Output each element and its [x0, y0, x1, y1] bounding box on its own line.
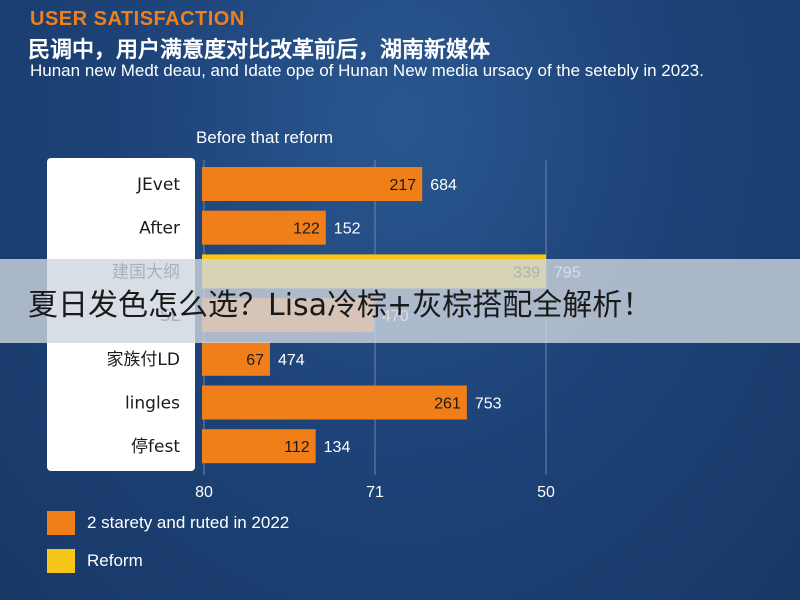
category-label: lingles — [125, 394, 180, 414]
headline: 民调中，用户满意度对比改革前后，湖南新媒体 — [28, 38, 491, 63]
legend: 2 starety and ruted in 2022 Reform — [47, 510, 289, 586]
bar-value-label: 261 — [434, 396, 461, 413]
category-label: 停fest — [131, 437, 180, 457]
chart-title: Before that reform — [196, 128, 334, 147]
bar-total-label: 753 — [475, 396, 502, 413]
category-label: 家族付LD — [106, 350, 180, 370]
bar-value-label: 217 — [389, 177, 416, 194]
bar-total-label: 152 — [334, 221, 361, 238]
bar-total-label: 134 — [324, 439, 351, 456]
bar — [202, 341, 270, 376]
legend-item: Reform — [47, 548, 289, 574]
promo-banner[interactable]: 夏日发色怎么选？Lisa冷棕+灰棕搭配全解析！ — [0, 259, 800, 343]
eyebrow-title: USER SATISFACTION — [30, 8, 245, 30]
subtitle: Hunan new Medt deau, and Idate ope of Hu… — [30, 61, 704, 80]
banner-text: 夏日发色怎么选？Lisa冷棕+灰棕搭配全解析！ — [28, 288, 653, 323]
bar — [202, 385, 467, 420]
category-label: JEvet — [136, 175, 180, 195]
legend-swatch — [47, 549, 75, 573]
bar-value-label: 112 — [284, 439, 310, 456]
legend-item: 2 starety and ruted in 2022 — [47, 510, 289, 536]
legend-swatch — [47, 511, 75, 535]
category-labels: JEvetAfter建国大纲SL家族付LDlingles停fest — [106, 175, 180, 457]
x-axis-ticks: 80 71 50 — [195, 484, 555, 501]
x-tick-label: 50 — [537, 484, 555, 501]
bar-value-label: 67 — [246, 352, 264, 369]
legend-label: Reform — [87, 551, 143, 570]
category-label: After — [139, 219, 180, 239]
x-tick-label: 71 — [366, 484, 384, 501]
legend-label: 2 starety and ruted in 2022 — [87, 513, 290, 532]
bar-total-label: 474 — [278, 352, 305, 369]
bar-value-label: 122 — [293, 221, 320, 238]
bar-total-label: 684 — [430, 177, 457, 194]
bar — [202, 210, 326, 245]
bar — [202, 167, 423, 201]
x-tick-label: 80 — [195, 484, 213, 501]
bar — [202, 429, 316, 464]
